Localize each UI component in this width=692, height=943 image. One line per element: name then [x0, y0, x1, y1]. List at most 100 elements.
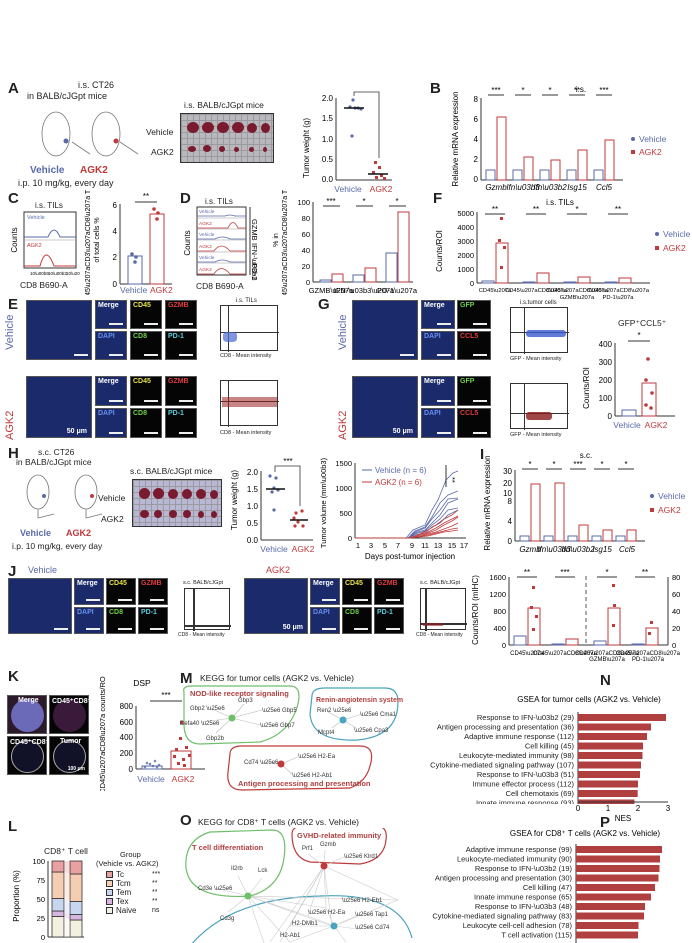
svg-text:*: * — [637, 331, 640, 340]
svg-text:Ifn\u03b2: Ifn\u03b2 — [533, 183, 567, 192]
svg-text:0.0: 0.0 — [322, 175, 334, 184]
j-scatter-agk2 — [420, 588, 467, 631]
svg-text:AGK2: AGK2 — [172, 774, 195, 784]
svg-text:i.s. TILs: i.s. TILs — [546, 198, 574, 207]
svg-text:***: *** — [326, 197, 335, 206]
g-agk2-ccl5: CCL5 — [457, 408, 491, 438]
group-vehicle: Vehicle — [30, 165, 65, 176]
svg-text:Vehicle: Vehicle — [199, 232, 215, 238]
svg-text:*: * — [552, 460, 555, 469]
panel-label-m: M — [180, 670, 193, 687]
svg-text:1: 1 — [606, 804, 611, 813]
svg-text:4: 4 — [508, 517, 513, 526]
svg-text:Renin-angiotensin system: Renin-angiotensin system — [316, 697, 403, 704]
svg-text:5: 5 — [383, 541, 387, 550]
svg-text:Gbp2b: Gbp2b — [206, 736, 225, 742]
svg-text:***: *** — [491, 86, 500, 95]
svg-text:Innate immune response (65): Innate immune response (65) — [474, 893, 572, 902]
e-scatter-title: i.s. TILs — [236, 298, 257, 304]
svg-text:GVHD-related immunity: GVHD-related immunity — [297, 831, 382, 840]
svg-text:Mcpt4: Mcpt4 — [318, 730, 335, 736]
svg-text:800: 800 — [493, 607, 506, 616]
svg-text:GZMB: GZMB — [250, 219, 259, 241]
svg-text:6: 6 — [474, 115, 479, 124]
svg-text:\u25e6 Gbp7: \u25e6 Gbp7 — [260, 723, 295, 729]
svg-text:1000: 1000 — [457, 265, 474, 274]
svg-text:Lck: Lck — [258, 868, 268, 874]
svg-text:*: * — [528, 460, 531, 469]
svg-text:AGK2: AGK2 — [199, 244, 212, 250]
k-tile-cd45-cd8-neg: CD45⁺CD8⁻ — [7, 736, 49, 775]
svg-text:CD45\u207a: CD45\u207a — [510, 651, 544, 657]
svg-text:100: 100 — [32, 857, 45, 866]
svg-text:Immune effector process (112): Immune effector process (112) — [473, 780, 575, 789]
svg-text:AGK2: AGK2 — [199, 267, 212, 273]
g-agk2-dapi: DAPI — [421, 408, 455, 438]
svg-text:Vehicle: Vehicle — [260, 544, 288, 554]
svg-text:i.s.: i.s. — [576, 85, 586, 94]
svg-text:CD45\u207a: CD45\u207a — [479, 288, 512, 294]
group-agk2: AGK2 — [80, 165, 108, 176]
g-scatter-xlabel-2: GFP - Mean intensity — [510, 432, 562, 438]
svg-text:AGK2: AGK2 — [645, 420, 668, 430]
svg-text:400: 400 — [493, 624, 506, 633]
legend-item-tex: Tex ** — [106, 897, 160, 906]
j-vehicle-cd8: CD8 — [106, 607, 136, 634]
c-xlabel-vehicle: Vehicle — [120, 285, 148, 295]
svg-text:H2-DMb1: H2-DMb1 — [292, 921, 318, 927]
tumor-photo — [180, 113, 274, 163]
svg-text:20: 20 — [302, 262, 310, 271]
svg-text:4000: 4000 — [457, 223, 474, 232]
svg-text:0: 0 — [608, 412, 613, 421]
e-agk2-overview: 50 μm — [26, 376, 92, 438]
h-mouse-illustration — [26, 474, 103, 519]
svg-text:DSP: DSP — [133, 678, 151, 688]
svg-text:NOD-like receptor signaling: NOD-like receptor signaling — [190, 689, 289, 698]
svg-text:1500: 1500 — [335, 459, 352, 468]
svg-text:\u25e6 H2-Eb1: \u25e6 H2-Eb1 — [342, 898, 383, 904]
g-agk2-overview: 50 μm — [352, 376, 418, 438]
l-title: CD8⁺ T cell — [44, 846, 88, 856]
svg-text:11: 11 — [421, 541, 429, 550]
panel-label-l: L — [8, 818, 18, 835]
svg-text:Gzmb: Gzmb — [320, 842, 337, 848]
svg-text:Relative mRNA expression: Relative mRNA expression — [451, 91, 460, 186]
svg-text:Vehicle: Vehicle — [658, 491, 686, 501]
svg-text:Isg15: Isg15 — [567, 183, 587, 192]
e-vehicle-cd45: CD45 — [130, 300, 162, 329]
svg-text:Response to IFN-\u03b2 (29): Response to IFN-\u03b2 (29) — [477, 713, 575, 722]
svg-text:75: 75 — [37, 876, 45, 885]
svg-text:***: *** — [573, 460, 582, 469]
chart-k-dsp: DSP CD45\u207aCD8\u207a counts/ROI 800 60… — [98, 676, 205, 791]
svg-text:2: 2 — [636, 804, 641, 813]
svg-text:***: *** — [560, 568, 569, 577]
svg-text:T cell activation (115): T cell activation (115) — [501, 931, 572, 940]
l-legend: Tc *** Tcm ** Tem ** Tex ** Naive ns — [106, 870, 160, 915]
panel-label-d: D — [180, 190, 191, 207]
chart-p-gsea-cd8: GSEA for CD8⁺ T cells (AGK2 vs. Vehicle)… — [432, 829, 662, 943]
svg-text:Leukocyte cell-cell adhesion (: Leukocyte cell-cell adhesion (78) — [463, 921, 573, 930]
panel-label-e: E — [8, 296, 19, 313]
svg-text:**: ** — [524, 568, 530, 577]
svg-text:Counts: Counts — [183, 230, 192, 255]
svg-text:Cytokine-mediated signaling pa: Cytokine-mediated signaling pathway (83) — [432, 912, 572, 921]
m-title: KEGG for tumor cells (AGK2 vs. Vehicle) — [200, 673, 354, 683]
svg-text:Gzmb: Gzmb — [519, 545, 541, 554]
panel-label-o: O — [180, 812, 192, 829]
h-dose: i.p. 10 mg/kg, every day — [12, 541, 103, 551]
svg-text:500: 500 — [339, 509, 352, 518]
svg-text:Response to IFN-\u03b3 (48): Response to IFN-\u03b3 (48) — [475, 902, 573, 911]
legend-item-naive: Naive ns — [106, 906, 160, 915]
svg-text:1.0: 1.0 — [247, 502, 259, 511]
svg-text:H2-Ab1: H2-Ab1 — [280, 933, 301, 939]
panel-label-c: C — [8, 190, 19, 207]
svg-text:Antigen processing and present: Antigen processing and presentation — [238, 779, 371, 788]
svg-text:Vehicle: Vehicle — [334, 184, 362, 194]
g-agk2-merge: Merge — [421, 376, 455, 406]
svg-text:600: 600 — [120, 718, 134, 727]
svg-text:*: * — [521, 86, 524, 95]
svg-text:Cd3g: Cd3g — [220, 916, 234, 922]
svg-text:Leukocyte-mediated immunity (9: Leukocyte-mediated immunity (90) — [457, 855, 573, 864]
hist-xlabel-d: CD8 B690-A — [196, 281, 244, 291]
